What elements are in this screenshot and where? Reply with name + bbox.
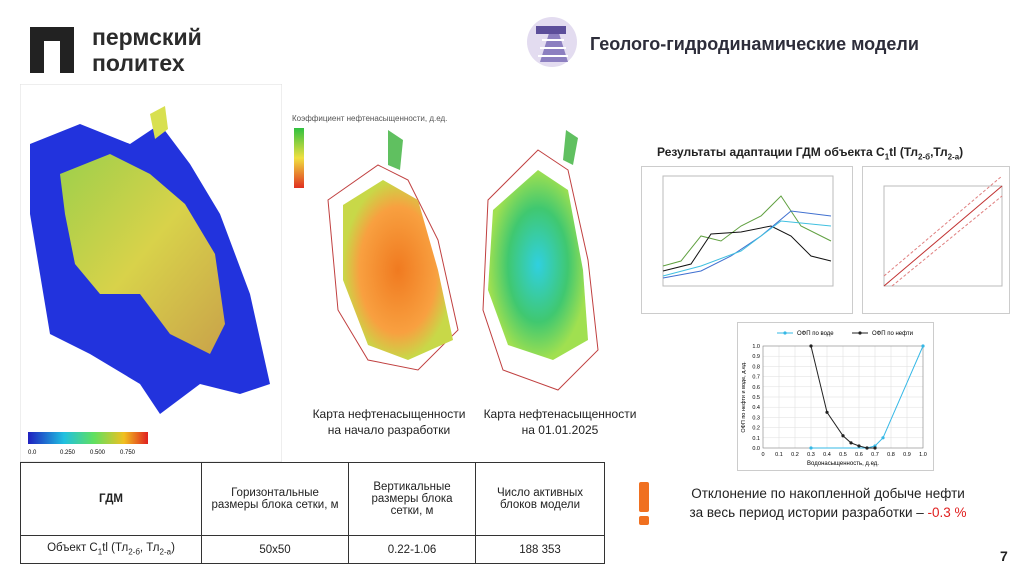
logo-line: политех	[92, 50, 185, 76]
x-tick-label: 0.1	[775, 452, 783, 458]
page-number: 7	[1000, 548, 1008, 564]
results-title: Результаты адаптации ГДМ объекта C1tl (Т…	[657, 145, 963, 161]
y-axis-label: ОФП по нефти и воде, д.ед.	[741, 361, 747, 433]
x-tick-label: 0.5	[839, 452, 847, 458]
data-point	[857, 444, 861, 448]
x-tick-label: 0.4	[823, 452, 831, 458]
relperm-chart: 0.0 0.1 0.2 0.3 0.4 0.5 0.6 0.7 0.8 0.9 1.0 0 0.1 0.2…	[737, 322, 934, 471]
caption-line: на 01.01.2025	[521, 423, 599, 437]
x-tick-label: 0	[761, 452, 764, 458]
logo-line: пермский	[92, 24, 202, 50]
colorbar-tick: 0.500	[90, 450, 106, 456]
warning-value: -0.3 %	[927, 505, 967, 520]
y-tick-label: 0.5	[752, 395, 760, 401]
t: 1	[97, 547, 103, 557]
y-tick-label: 1.0	[752, 344, 760, 350]
data-point	[881, 436, 885, 440]
t: за весь период истории разработки –	[689, 505, 924, 520]
y-tick-label: 0.7	[752, 375, 760, 381]
table-header: Горизонтальные размеры блока сетки, м	[201, 462, 349, 536]
table-cell: 50x50	[201, 535, 349, 564]
logo-text: пермский политех	[92, 24, 202, 76]
t: )	[171, 542, 175, 555]
y-tick-label: 0.9	[752, 354, 760, 360]
caption-line: на начало разработки	[327, 423, 451, 437]
history-chart-image	[641, 166, 853, 314]
data-point	[921, 344, 925, 348]
x-tick-label: 0.2	[791, 452, 799, 458]
y-tick-label: 0.0	[752, 446, 760, 452]
t: Объект C	[47, 542, 98, 555]
t: 2-а	[947, 152, 960, 162]
legend-label: ОФП по воде	[797, 331, 834, 337]
data-point	[873, 446, 877, 450]
data-point	[865, 446, 869, 450]
y-tick-label: 0.8	[752, 364, 760, 370]
legend-label: ОФП по нефти	[872, 331, 913, 337]
colorbar-tick: 0.750	[120, 450, 136, 456]
table-cell: 188 353	[475, 535, 605, 564]
logo-icon	[30, 27, 74, 73]
data-point	[849, 441, 853, 445]
saturation-maps: Коэффициент нефтенасыщенности, д.ед.	[292, 114, 599, 391]
legend-title: Коэффициент нефтенасыщенности, д.ед.	[292, 114, 447, 123]
data-point	[809, 344, 813, 348]
title-icon	[527, 17, 577, 67]
table-header: Число активных блоков модели	[475, 462, 605, 536]
x-tick-label: 0.8	[887, 452, 895, 458]
caption-line: Карта нефтенасыщенности	[312, 407, 466, 421]
table-header: ГДМ	[20, 462, 202, 536]
x-tick-label: 0.7	[871, 452, 879, 458]
warning-text: Отклонение по накопленной добыче нефти з…	[660, 484, 996, 522]
y-tick-label: 0.2	[752, 426, 760, 432]
t: 2-а	[159, 547, 172, 557]
t: 1	[884, 152, 890, 162]
legend-marker	[858, 331, 862, 335]
table-cell: Объект C1tl (Тл2-б, Тл2-а)	[20, 535, 202, 564]
t: )	[959, 145, 964, 159]
y-tick-label: 0.1	[752, 436, 760, 442]
x-tick-label: 1.0	[919, 452, 927, 458]
data-point	[809, 446, 813, 450]
slide-title: Геолого-гидродинамические модели	[590, 34, 919, 54]
x-axis-label: Водонасыщенность, д.ед.	[807, 461, 879, 467]
t: 2-б	[918, 152, 931, 162]
model-3d: 0.0 0.250 0.500 0.750	[20, 84, 282, 462]
colorbar-tick: 0.250	[60, 450, 76, 456]
warning-icon	[639, 482, 649, 525]
x-tick-label: 0.9	[903, 452, 911, 458]
model-table: ГДМ Горизонтальные размеры блока сетки, …	[20, 462, 605, 564]
t: tl (Тл	[889, 145, 919, 159]
legend-marker	[783, 331, 787, 335]
map-caption: Карта нефтенасыщенности на начало разраб…	[294, 406, 484, 438]
t: ,Тл	[930, 145, 948, 159]
t: 2-б	[128, 547, 140, 557]
x-tick-label: 0.6	[855, 452, 863, 458]
warning-line: за весь период истории разработки – -0.3…	[660, 503, 996, 522]
caption-line: Карта нефтенасыщенности	[483, 407, 637, 421]
t: , Тл	[139, 542, 160, 555]
t: tl (Тл	[102, 542, 129, 555]
data-point	[841, 434, 845, 438]
warning-line: Отклонение по накопленной добыче нефти	[691, 486, 965, 501]
x-tick-label: 0.3	[807, 452, 815, 458]
map-caption: Карта нефтенасыщенности на 01.01.2025	[480, 406, 640, 438]
colorbar-tick: 0.0	[28, 450, 37, 456]
y-tick-label: 0.6	[752, 385, 760, 391]
crossplot-image	[862, 166, 1010, 314]
data-point	[825, 410, 829, 414]
table-header: Вертикальные размеры блока сетки, м	[348, 462, 476, 536]
y-tick-label: 0.4	[752, 405, 760, 411]
table-cell: 0.22-1.06	[348, 535, 476, 564]
y-tick-label: 0.3	[752, 415, 760, 421]
t: Результаты адаптации ГДМ объекта C	[657, 145, 885, 159]
